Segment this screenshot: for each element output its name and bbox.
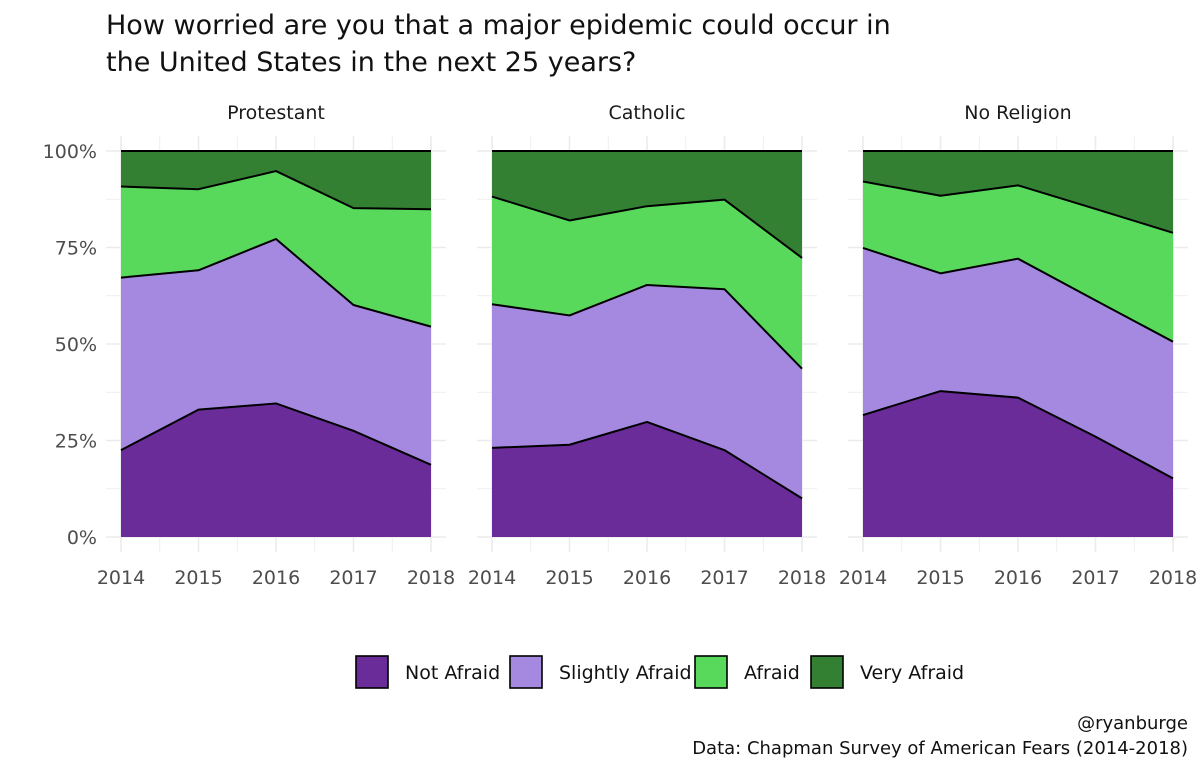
facet-label: Protestant xyxy=(227,102,325,124)
y-tick-label: 25% xyxy=(55,431,97,453)
area-very-afraid xyxy=(492,151,802,258)
area-slightly-afraid xyxy=(121,239,431,465)
boundary-lines xyxy=(491,150,803,500)
boundary-line-slightly-afraid xyxy=(862,246,1174,343)
y-tick-label: 100% xyxy=(43,141,97,163)
x-tick-label: 2017 xyxy=(329,567,377,589)
area-very-afraid xyxy=(121,151,431,210)
x-tick-label: 2014 xyxy=(839,567,887,589)
legend-item-afraid: Afraid xyxy=(694,655,800,689)
boundary-line-afraid xyxy=(862,180,1174,234)
area-slightly-afraid xyxy=(492,284,802,499)
boundary-line-slightly-afraid xyxy=(120,238,432,328)
legend: Not Afraid Slightly Afraid Afraid Very Afra… xyxy=(355,655,964,689)
area-not-afraid xyxy=(863,391,1173,537)
boundary-line-not-afraid xyxy=(862,390,1174,480)
x-tick-label: 2018 xyxy=(778,567,826,589)
area-not-afraid xyxy=(121,403,431,537)
areas xyxy=(863,151,1173,537)
area-slightly-afraid xyxy=(863,247,1173,479)
x-tick-label: 2018 xyxy=(1149,567,1197,589)
legend-label: Slightly Afraid xyxy=(559,662,692,684)
x-tick-label: 2017 xyxy=(1071,567,1119,589)
y-tick-label: 0% xyxy=(67,527,97,549)
facet-label: No Religion xyxy=(964,102,1071,124)
area-very-afraid xyxy=(863,151,1173,233)
area-afraid xyxy=(863,181,1173,342)
x-tick-label: 2016 xyxy=(623,567,671,589)
x-tick-label: 2017 xyxy=(700,567,748,589)
legend-key-swatch xyxy=(509,655,543,689)
legend-item-slightly-afraid: Slightly Afraid xyxy=(509,655,692,689)
x-tick-label: 2016 xyxy=(994,567,1042,589)
legend-key-swatch xyxy=(355,655,389,689)
y-axis: 0% 25% 50% 75% 100% xyxy=(43,141,97,549)
facet-panel-catholic: Catholic 2014 2015 2016 2017 2018 xyxy=(468,102,826,589)
caption-author: @ryanburge xyxy=(1077,713,1188,734)
boundary-line-afraid xyxy=(491,195,803,259)
facet-panels: Protestant 2014 2015 2016 2017 2018 Catholic 20… xyxy=(97,102,1197,589)
x-tick-label: 2014 xyxy=(97,567,145,589)
boundary-line-not-afraid xyxy=(120,402,432,466)
legend-item-very-afraid: Very Afraid xyxy=(810,655,964,689)
x-tick-label: 2016 xyxy=(252,567,300,589)
boundary-line-not-afraid xyxy=(491,420,803,500)
x-tick-label: 2015 xyxy=(174,567,222,589)
boundary-line-slightly-afraid xyxy=(491,283,803,370)
legend-key-swatch xyxy=(694,655,728,689)
facet-label: Catholic xyxy=(608,102,685,124)
y-tick-label: 50% xyxy=(55,334,97,356)
legend-item-not-afraid: Not Afraid xyxy=(355,655,500,689)
facet-panel-protestant: Protestant 2014 2015 2016 2017 2018 xyxy=(97,102,455,589)
legend-label: Afraid xyxy=(744,662,800,684)
legend-label: Not Afraid xyxy=(405,662,500,684)
x-tick-label: 2014 xyxy=(468,567,516,589)
caption-source: Data: Chapman Survey of American Fears (… xyxy=(692,738,1188,759)
area-afraid xyxy=(121,171,431,327)
facet-panel-no-religion: No Religion 2014 2015 2016 2017 2018 xyxy=(839,102,1197,589)
x-tick-label: 2018 xyxy=(407,567,455,589)
areas xyxy=(492,151,802,537)
y-tick-label: 75% xyxy=(55,238,97,260)
x-tick-label: 2015 xyxy=(916,567,964,589)
x-tick-label: 2015 xyxy=(545,567,593,589)
boundary-line-afraid xyxy=(120,170,432,211)
boundary-lines xyxy=(862,150,1174,480)
boundary-lines xyxy=(120,150,432,466)
areas xyxy=(121,151,431,537)
area-afraid xyxy=(492,196,802,369)
chart-title-line-1: How worried are you that a major epidemi… xyxy=(106,10,891,41)
legend-label: Very Afraid xyxy=(860,662,964,684)
chart-title-line-2: the United States in the next 25 years? xyxy=(106,47,636,78)
legend-key-swatch xyxy=(810,655,844,689)
